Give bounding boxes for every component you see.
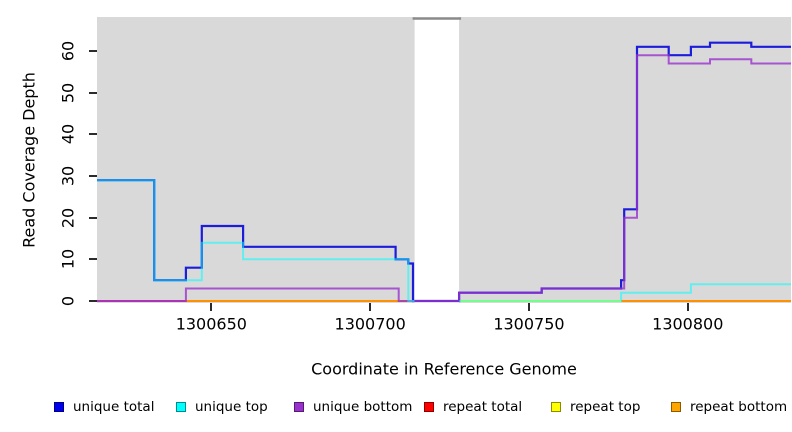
- y-tick-mark: [89, 216, 97, 219]
- y-tick-label: 30: [58, 165, 78, 187]
- y-tick-label: 10: [58, 249, 78, 270]
- legend-item-repeat-total: repeat total: [424, 398, 522, 416]
- legend: unique total unique top unique bottom repea…: [0, 398, 792, 418]
- y-tick-mark: [89, 49, 97, 52]
- legend-label: unique bottom: [313, 399, 413, 415]
- y-tick-label: 40: [58, 124, 78, 145]
- legend-item-repeat-top: repeat top: [551, 398, 640, 416]
- legend-label: repeat top: [570, 399, 641, 415]
- y-tick-mark: [89, 258, 97, 261]
- x-axis-title: Coordinate in Reference Genome: [311, 359, 577, 379]
- legend-swatch-icon: [54, 402, 64, 412]
- y-tick-mark: [89, 300, 97, 302]
- covered-region-left: [97, 17, 415, 303]
- x-tick-mark: [210, 303, 213, 311]
- y-tick-label: 20: [58, 207, 78, 228]
- legend-label: repeat bottom: [690, 399, 788, 415]
- x-tick-label: 1300700: [334, 314, 406, 334]
- series-unique-bottom: [97, 54, 791, 302]
- legend-item-unique-bottom: unique bottom: [294, 398, 412, 416]
- legend-swatch-icon: [294, 402, 304, 412]
- legend-label: repeat total: [443, 399, 523, 415]
- y-tick-label: 0: [58, 295, 78, 307]
- legend-swatch-icon: [671, 402, 681, 412]
- y-axis-title: Read Coverage Depth: [19, 72, 39, 248]
- legend-swatch-icon: [424, 402, 434, 412]
- x-tick-mark: [527, 303, 530, 311]
- legend-item-unique-top: unique top: [176, 398, 268, 416]
- y-tick-mark: [89, 91, 97, 94]
- legend-swatch-icon: [176, 402, 186, 412]
- y-tick-mark: [89, 133, 97, 136]
- y-tick-label: 60: [58, 40, 78, 62]
- legend-label: unique total: [73, 399, 155, 415]
- legend-item-unique-total: unique total: [54, 398, 154, 416]
- x-tick-label: 1300650: [175, 314, 247, 334]
- plot-area: [97, 17, 791, 303]
- legend-swatch-icon: [551, 402, 561, 412]
- x-tick-mark: [686, 303, 689, 311]
- y-tick-label: 50: [58, 82, 78, 103]
- y-tick-mark: [89, 174, 97, 177]
- x-tick-mark: [369, 303, 372, 311]
- legend-label: unique top: [195, 399, 268, 415]
- x-tick-label: 1300800: [652, 314, 724, 334]
- legend-item-repeat-bottom: repeat bottom: [671, 398, 787, 416]
- series-unique-top: [97, 179, 415, 302]
- x-tick-label: 1300750: [493, 314, 565, 334]
- series-unique-top: [459, 283, 791, 302]
